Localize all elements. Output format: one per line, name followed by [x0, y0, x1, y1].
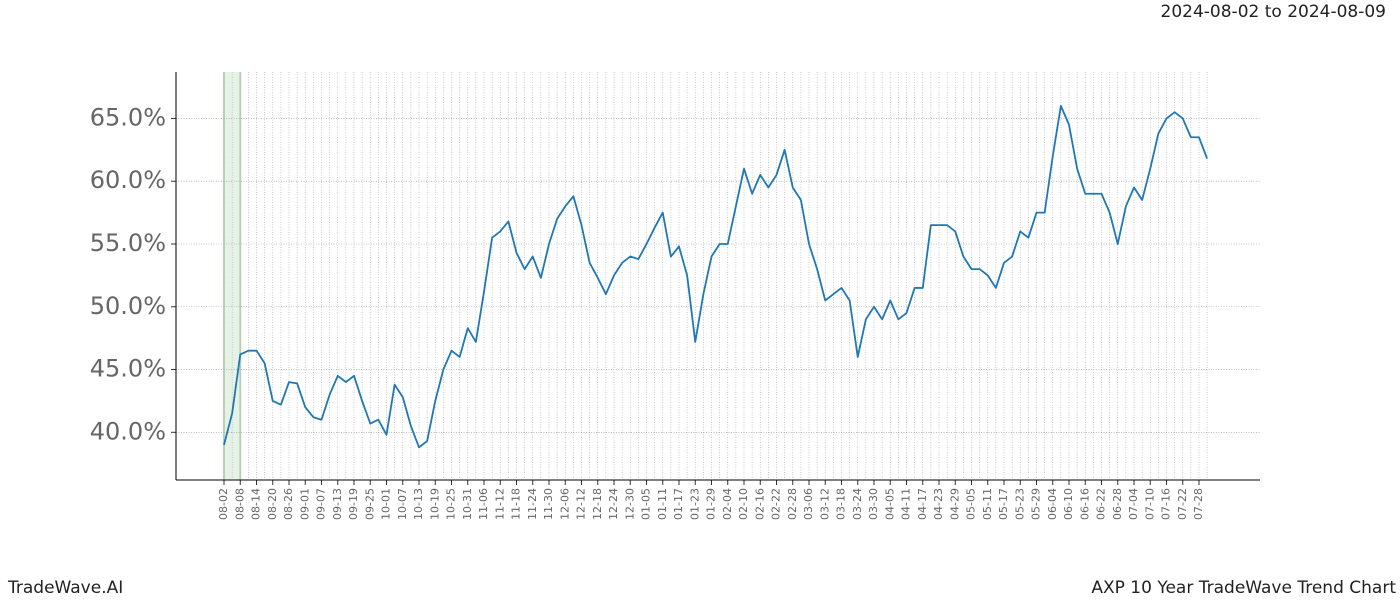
x-tick-label: 08-26: [282, 488, 295, 520]
x-tick-label: 05-05: [965, 488, 978, 520]
highlight-span: [224, 72, 241, 480]
x-tick-label: 09-01: [298, 488, 311, 520]
x-tick-label: 04-11: [900, 488, 913, 520]
series-line: [223, 104, 1208, 449]
x-tick-label: 01-11: [656, 488, 669, 520]
x-tick-label: 11-24: [526, 488, 539, 520]
x-tick-label: 08-08: [233, 488, 246, 520]
x-tick-label: 01-05: [640, 488, 653, 520]
x-tick-label: 12-12: [575, 488, 588, 520]
x-tick-label: 02-22: [770, 488, 783, 520]
x-tick-label: 05-11: [981, 488, 994, 520]
x-tick-label: 10-25: [445, 488, 458, 520]
y-tick-label: 65.0%: [90, 103, 166, 131]
x-tick-label: 12-18: [591, 488, 604, 520]
x-tick-label: 05-29: [1030, 488, 1043, 520]
x-tick-label: 04-17: [916, 488, 929, 520]
x-tick-label: 09-19: [347, 488, 360, 520]
x-tick-label: 06-22: [1095, 488, 1108, 520]
x-tick-label: 09-13: [331, 488, 344, 520]
x-tick-label: 08-14: [250, 488, 263, 520]
x-tick-label: 10-07: [396, 488, 409, 520]
x-tick-label: 01-29: [705, 488, 718, 520]
date-range: 2024-08-02 to 2024-08-09: [1161, 2, 1386, 22]
x-tick-label: 10-01: [380, 488, 393, 520]
x-tick-label: 04-05: [883, 488, 896, 520]
x-tick-label: 09-25: [363, 488, 376, 520]
chart-title: AXP 10 Year TradeWave Trend Chart: [1091, 578, 1396, 598]
x-tick-label: 03-12: [818, 488, 831, 520]
x-tick-label: 02-28: [786, 488, 799, 520]
x-tick-label: 11-06: [477, 488, 490, 520]
x-tick-label: 07-10: [1143, 488, 1156, 520]
x-tick-label: 07-22: [1176, 488, 1189, 520]
x-tick-label: 08-20: [266, 488, 279, 520]
x-tick-label: 11-30: [542, 488, 555, 520]
brand: TradeWave.AI: [7, 578, 123, 598]
x-tick-label: 05-17: [997, 488, 1010, 520]
x-tick-label: 10-19: [428, 488, 441, 520]
y-tick-label: 55.0%: [90, 229, 166, 257]
x-tick-label: 04-23: [932, 488, 945, 520]
y-tick-label: 45.0%: [90, 355, 166, 383]
x-tick-label: 01-23: [688, 488, 701, 520]
x-tick-label: 12-24: [607, 488, 620, 520]
x-tick-label: 12-30: [623, 488, 636, 520]
x-tick-label: 03-24: [851, 488, 864, 520]
x-tick-label: 03-06: [802, 488, 815, 520]
x-tick-label: 06-10: [1062, 488, 1075, 520]
x-tick-label: 06-16: [1078, 488, 1091, 520]
x-tick-label: 04-29: [948, 488, 961, 520]
x-tick-label: 11-18: [510, 488, 523, 520]
x-tick-label: 02-04: [721, 488, 734, 520]
y-tick-label: 40.0%: [90, 417, 166, 445]
x-tick-label: 03-30: [867, 488, 880, 520]
x-tick-label: 08-02: [217, 488, 230, 520]
x-tick-label: 11-12: [493, 488, 506, 520]
x-tick-label: 07-04: [1127, 488, 1140, 520]
x-tick-label: 02-10: [737, 488, 750, 520]
x-tick-label: 06-04: [1046, 488, 1059, 520]
x-tick-label: 09-07: [315, 488, 328, 520]
x-tick-label: 03-18: [835, 488, 848, 520]
x-tick-label: 05-23: [1013, 488, 1026, 520]
x-tick-label: 12-06: [558, 488, 571, 520]
y-tick-label: 60.0%: [90, 166, 166, 194]
x-tick-label: 06-28: [1111, 488, 1124, 520]
x-tick-label: 02-16: [753, 488, 766, 520]
x-tick-label: 10-13: [412, 488, 425, 520]
y-tick-label: 50.0%: [90, 292, 166, 320]
x-tick-label: 10-31: [461, 488, 474, 520]
x-tick-label: 07-28: [1192, 488, 1205, 520]
x-tick-label: 01-17: [672, 488, 685, 520]
x-tick-label: 07-16: [1160, 488, 1173, 520]
